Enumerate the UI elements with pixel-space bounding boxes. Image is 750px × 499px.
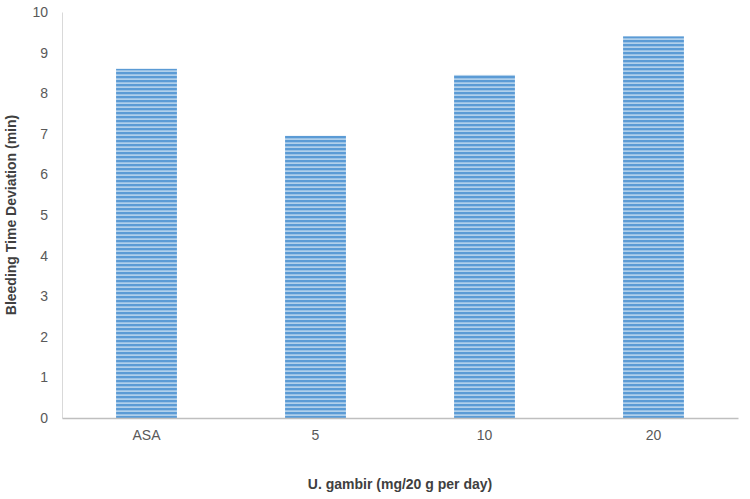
y-tick: 4 xyxy=(40,248,62,264)
bar xyxy=(623,36,684,418)
y-tick: 1 xyxy=(40,369,62,385)
x-tick-label: 20 xyxy=(646,427,662,443)
y-axis-title: Bleeding Time Deviation (min) xyxy=(3,115,19,315)
bar xyxy=(285,136,346,418)
bar xyxy=(116,69,177,418)
x-tick: 5 xyxy=(312,418,320,443)
y-tick-label: 5 xyxy=(40,207,48,223)
x-axis-title: U. gambir (mg/20 g per day) xyxy=(308,476,492,492)
y-tick-label: 9 xyxy=(40,45,48,61)
y-tick-label: 10 xyxy=(32,4,48,20)
y-tick-label: 0 xyxy=(40,410,48,426)
y-tick-label: 8 xyxy=(40,85,48,101)
y-tick: 5 xyxy=(40,207,62,223)
y-axis-line xyxy=(62,13,63,419)
x-tick: 20 xyxy=(646,418,662,443)
y-tick-label: 3 xyxy=(40,288,48,304)
y-tick: 9 xyxy=(40,45,62,61)
x-tick: 10 xyxy=(477,418,493,443)
y-tick-label: 1 xyxy=(40,369,48,385)
plot: 0 1 2 3 4 5 6 7 8 9 10 ASA 5 10 20 xyxy=(32,4,738,443)
bars xyxy=(116,36,684,418)
chart: 0 1 2 3 4 5 6 7 8 9 10 ASA 5 10 20 U. gambir (mg/20 g p… xyxy=(0,0,750,499)
bar xyxy=(454,75,515,418)
y-tick-label: 4 xyxy=(40,248,48,264)
x-axis-line xyxy=(63,418,739,420)
x-tick-label: ASA xyxy=(132,427,161,443)
x-axis: ASA 5 10 20 xyxy=(63,418,739,443)
x-tick: ASA xyxy=(132,418,161,443)
y-tick-label: 2 xyxy=(40,329,48,345)
y-tick: 3 xyxy=(40,288,62,304)
x-tick-label: 10 xyxy=(477,427,493,443)
y-tick: 2 xyxy=(40,329,62,345)
y-tick-label: 7 xyxy=(40,126,48,142)
y-tick: 6 xyxy=(40,166,62,182)
y-tick: 0 xyxy=(40,410,62,426)
y-tick: 8 xyxy=(40,85,62,101)
y-tick: 7 xyxy=(40,126,62,142)
x-tick-label: 5 xyxy=(312,427,320,443)
y-tick: 10 xyxy=(32,4,62,20)
y-axis: 0 1 2 3 4 5 6 7 8 9 10 xyxy=(32,4,62,426)
y-tick-label: 6 xyxy=(40,166,48,182)
